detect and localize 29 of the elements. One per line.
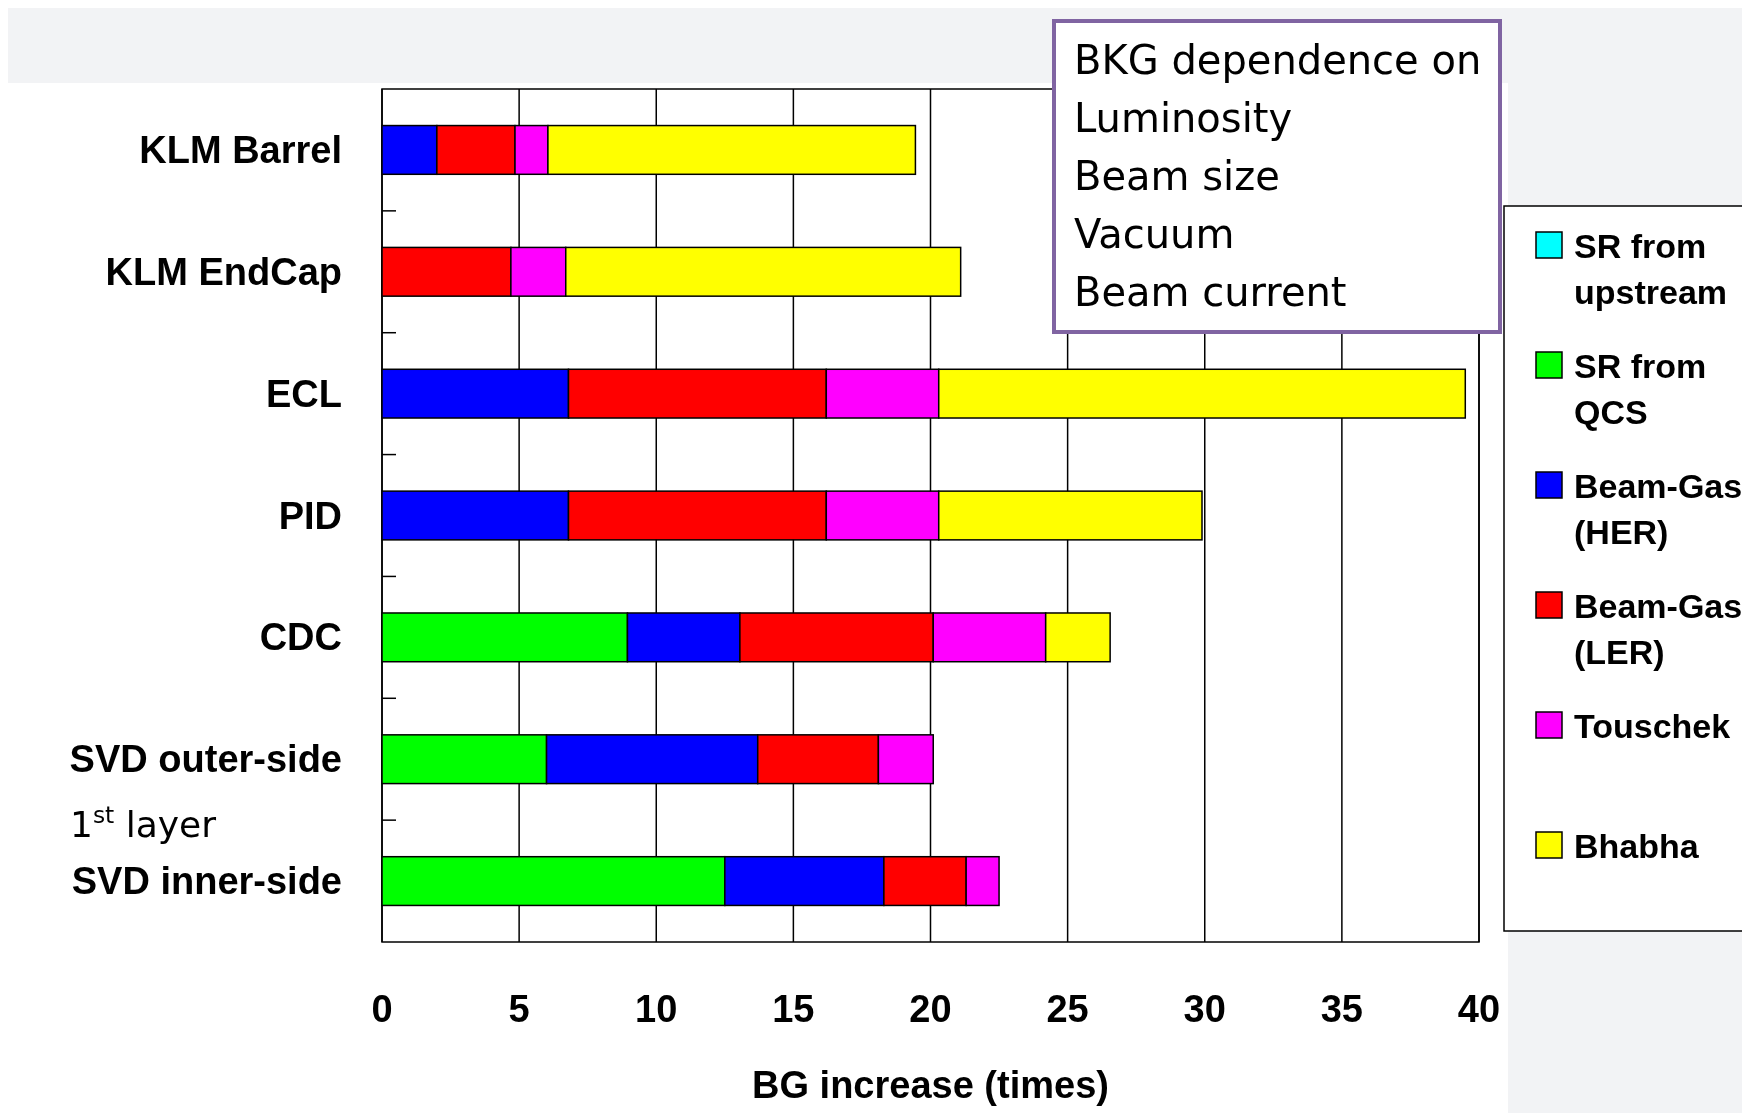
- legend-label: SR from QCS: [1574, 347, 1707, 431]
- y-tick-label: SVD outer-side: [69, 738, 342, 781]
- x-tick-label: 15: [772, 988, 815, 1030]
- annotation: Vacuum: [1074, 211, 1235, 257]
- x-tick-label: 40: [1457, 988, 1501, 1030]
- legend-label: Bhabha: [1574, 827, 1700, 865]
- x-axis-title: BG increase (times): [752, 1064, 1109, 1106]
- x-tick-label: 20: [909, 988, 952, 1030]
- y-tick-label: KLM EndCap: [105, 250, 342, 293]
- legend-label: SR from upstream: [1574, 227, 1728, 311]
- annotation: Beam size: [1074, 153, 1280, 199]
- legend-label: Touschek: [1574, 707, 1731, 745]
- legend-label: Beam-Gas (LER): [1574, 587, 1743, 671]
- x-tick-label: 5: [508, 988, 530, 1030]
- legend-label: Beam-Gas (HER): [1574, 467, 1743, 551]
- x-tick-label: 30: [1183, 988, 1226, 1030]
- x-tick-label: 25: [1046, 988, 1089, 1030]
- annotation: Luminosity: [1074, 95, 1293, 141]
- x-tick-label: 35: [1320, 988, 1364, 1030]
- text: BKG dependence on: [1074, 37, 1482, 83]
- text: 1$^{st}$ layer: [70, 801, 217, 846]
- annotation: Beam current: [1074, 269, 1347, 315]
- y-tick-label: SVD inner-side: [71, 860, 342, 903]
- y-tick-label: ECL: [266, 372, 342, 415]
- x-tick-label: 0: [371, 988, 393, 1030]
- y-tick-label: CDC: [259, 616, 342, 659]
- x-tick-label: 10: [635, 988, 678, 1030]
- y-tick-label: PID: [278, 494, 342, 537]
- y-tick-label: KLM Barrel: [139, 128, 342, 171]
